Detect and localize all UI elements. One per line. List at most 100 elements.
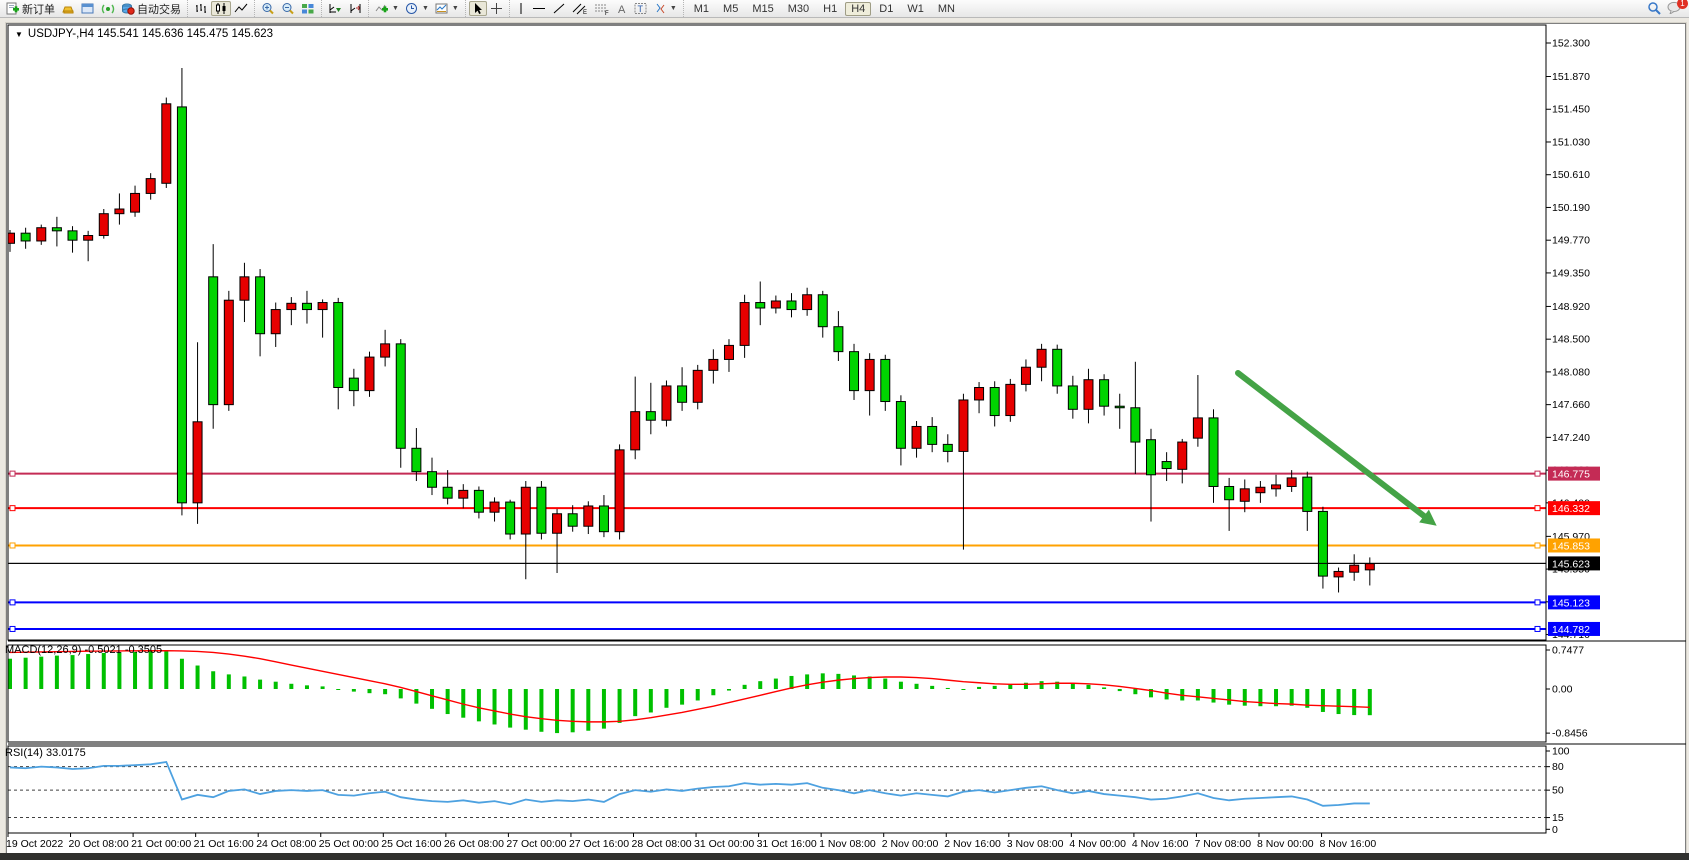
candle — [239, 276, 250, 301]
fibonacci-tool[interactable]: F — [591, 1, 613, 16]
candle — [20, 232, 31, 242]
candlestick-chart-button[interactable] — [211, 1, 231, 16]
arrows-tool[interactable]: ▼ — [651, 1, 680, 16]
market-depth-button[interactable] — [58, 1, 78, 16]
bar-chart-button[interactable] — [191, 1, 211, 16]
horizontal-line-tool[interactable] — [529, 1, 549, 16]
svg-text:27 Oct 16:00: 27 Oct 16:00 — [569, 838, 629, 850]
notifications-button[interactable]: 1 — [1667, 0, 1688, 16]
candle — [849, 351, 860, 392]
periods-dropdown-arrow[interactable]: ▼ — [421, 5, 429, 12]
svg-text:151.870: 151.870 — [1552, 71, 1590, 83]
indicators-dropdown-arrow[interactable]: ▼ — [392, 5, 399, 12]
timeframe-button-M15[interactable]: M15 — [752, 2, 774, 15]
svg-text:80: 80 — [1552, 761, 1564, 773]
line-handle — [9, 470, 16, 477]
timeframe-button-W1[interactable]: W1 — [907, 2, 924, 15]
tile-windows-icon — [302, 4, 314, 14]
candle — [1052, 348, 1063, 387]
candle — [411, 447, 422, 473]
new-order-icon — [6, 2, 19, 15]
line-chart-button[interactable] — [231, 1, 251, 16]
candle — [1067, 385, 1078, 410]
vertical-line-tool[interactable] — [513, 1, 529, 16]
chart-title: ▼ USDJPY-,H4 145.541 145.636 145.475 145… — [15, 28, 273, 40]
fibonacci-icon: F — [594, 4, 609, 15]
line-handle — [1534, 542, 1541, 549]
price-label-145.853 — [1548, 538, 1600, 553]
templates-icon — [435, 3, 448, 14]
templates-dropdown-arrow[interactable]: ▼ — [451, 5, 459, 12]
svg-text:0: 0 — [1552, 824, 1558, 836]
tile-windows-button[interactable] — [298, 1, 318, 16]
candle — [380, 343, 391, 358]
arrows-dropdown-arrow[interactable]: ▼ — [669, 5, 677, 12]
templates-button[interactable]: ▼ — [432, 1, 462, 16]
chart-shift-button[interactable] — [345, 1, 365, 16]
macd-label: MACD(12,26,9) -0.5021 -0.3505 — [5, 644, 163, 656]
candle — [36, 227, 47, 242]
candlestick-chart-icon — [216, 3, 226, 14]
svg-text:4 Nov 00:00: 4 Nov 00:00 — [1069, 838, 1126, 850]
timeframe-button-M1[interactable]: M1 — [693, 2, 710, 15]
candle — [333, 302, 344, 388]
timeframe-button-M30[interactable]: M30 — [787, 2, 810, 15]
terminal-window-button[interactable] — [78, 1, 98, 16]
zoom-out-icon — [282, 3, 294, 15]
toolbar-group-chart-type — [187, 0, 254, 17]
vertical-line-icon — [520, 3, 522, 14]
timeframe-button-H1[interactable]: H1 — [823, 2, 838, 15]
svg-text:100: 100 — [1552, 746, 1570, 758]
timeframe-button-MN[interactable]: MN — [937, 2, 955, 15]
candle — [1130, 407, 1141, 443]
text-label-tool[interactable]: T — [631, 1, 651, 16]
svg-text:2 Nov 16:00: 2 Nov 16:00 — [944, 838, 1001, 850]
line-handle — [9, 625, 16, 632]
candle — [1083, 379, 1094, 410]
timeframe-button-H4[interactable]: H4 — [845, 1, 872, 16]
toolbar-group-indicators: ▼ ▼ ▼ — [368, 0, 465, 17]
chart-collapse-icon[interactable]: ▼ — [15, 29, 23, 39]
search-icon[interactable] — [1647, 1, 1661, 15]
text-tool[interactable]: A — [613, 1, 631, 16]
candle — [1255, 486, 1266, 494]
candle — [1317, 510, 1328, 577]
svg-text:-0.8456: -0.8456 — [1552, 728, 1588, 740]
candle — [301, 302, 312, 311]
toolbar-group-timeframes: M1 M5 M15 M30 H1 H4 D1 W1 MN — [682, 0, 965, 17]
indicators-button[interactable]: ▼ — [372, 1, 402, 16]
zoom-in-icon — [262, 3, 274, 15]
candle — [614, 449, 625, 533]
candle — [770, 300, 781, 309]
timeframe-button-M5[interactable]: M5 — [723, 2, 739, 15]
toolbar-group-zoom — [254, 0, 321, 17]
zoom-out-button[interactable] — [278, 1, 298, 16]
signals-button[interactable] — [98, 1, 118, 16]
svg-text:146.775: 146.775 — [1552, 469, 1590, 481]
auto-scroll-button[interactable] — [325, 1, 345, 16]
svg-text:151.030: 151.030 — [1552, 136, 1590, 148]
cursor-tool-button[interactable] — [468, 1, 487, 16]
candle — [458, 489, 469, 499]
equidistant-channel-tool[interactable]: E — [569, 1, 591, 16]
candle — [1333, 570, 1344, 578]
new-order-button[interactable]: 新订单 — [3, 0, 58, 18]
svg-text:A: A — [618, 4, 626, 15]
candle — [708, 358, 719, 371]
crosshair-tool-button[interactable] — [487, 1, 506, 16]
candle — [208, 276, 219, 406]
timeframe-button-D1[interactable]: D1 — [879, 2, 894, 15]
trendline-tool[interactable] — [549, 1, 569, 16]
candle — [661, 385, 672, 421]
candle — [692, 369, 703, 403]
candle — [942, 443, 953, 452]
candle — [286, 302, 297, 311]
zoom-in-button[interactable] — [258, 1, 278, 16]
line-handle — [9, 542, 16, 549]
candle — [223, 299, 234, 406]
svg-text:4 Nov 16:00: 4 Nov 16:00 — [1132, 838, 1189, 850]
periods-button[interactable]: ▼ — [402, 1, 432, 16]
svg-text:7 Nov 08:00: 7 Nov 08:00 — [1194, 838, 1251, 850]
auto-trading-button[interactable]: 自动交易 — [118, 0, 184, 18]
